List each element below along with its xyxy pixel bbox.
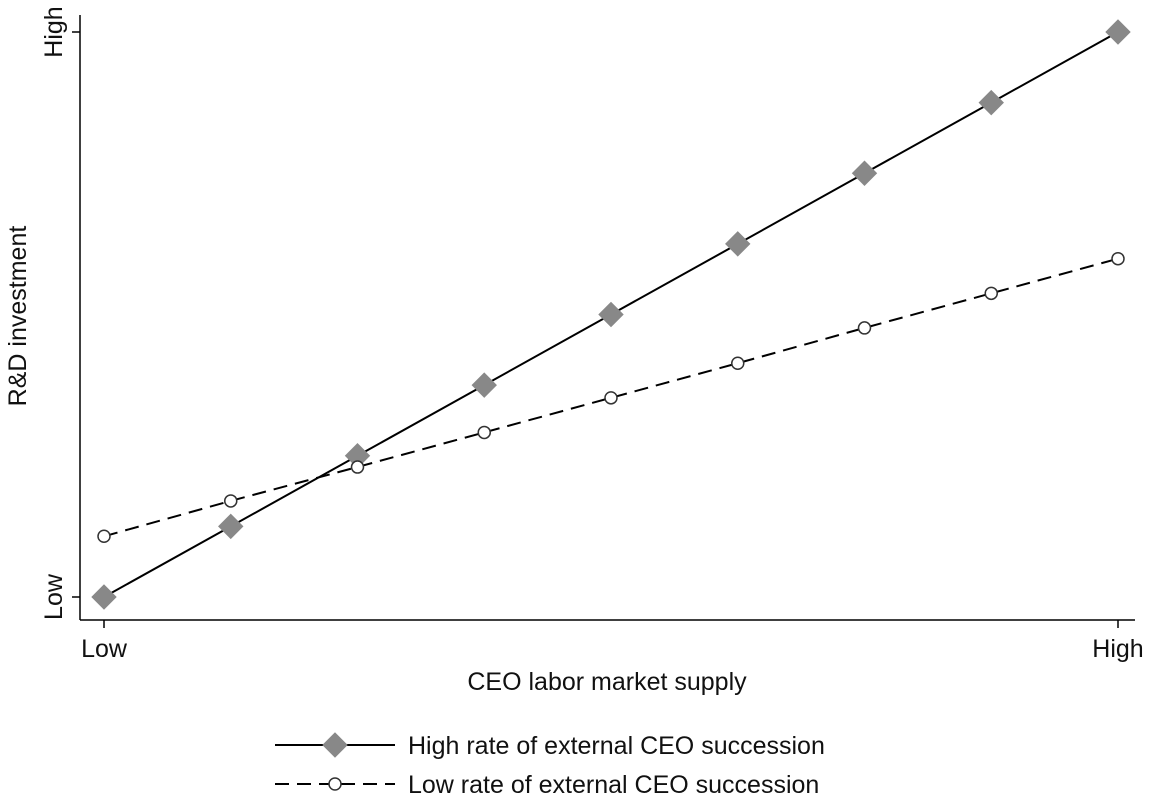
x-axis-title: CEO labor market supply (467, 668, 747, 696)
y-tick-label: High (40, 6, 68, 57)
data-point-high-rate (851, 160, 878, 186)
data-point-low-rate (984, 286, 998, 301)
legend: High rate of external CEO succession Low… (275, 732, 825, 799)
data-point-low-rate (350, 460, 365, 474)
x-tick-label: Low (81, 635, 128, 663)
legend-label-high-rate: High rate of external CEO succession (408, 732, 825, 760)
data-point-high-rate (91, 584, 117, 610)
data-point-low-rate (477, 425, 491, 440)
legend-label-low-rate: Low rate of external CEO succession (408, 771, 819, 799)
data-point-high-rate (218, 513, 244, 540)
data-point-high-rate (1105, 19, 1131, 45)
data-point-low-rate (224, 494, 238, 508)
legend-entry-low-rate: Low rate of external CEO succession (275, 771, 819, 799)
series-markers (91, 19, 1131, 610)
data-point-low-rate (731, 356, 745, 370)
y-tick-label: Low (40, 573, 68, 620)
axis-ticks: Low High Low High (40, 6, 1144, 663)
y-axis-title: R&D investment (4, 226, 32, 407)
data-point-low-rate (604, 391, 618, 405)
data-point-high-rate (598, 301, 624, 328)
legend-entry-high-rate: High rate of external CEO succession (275, 732, 825, 760)
legend-marker-high-rate (322, 732, 348, 758)
data-point-low-rate (1111, 251, 1125, 266)
data-point-high-rate (978, 89, 1004, 116)
legend-marker-low-rate (328, 777, 342, 791)
data-point-high-rate (725, 231, 751, 257)
data-point-high-rate (471, 372, 497, 398)
data-point-low-rate (97, 529, 111, 544)
x-tick-label: High (1092, 635, 1143, 663)
data-point-low-rate (857, 321, 872, 335)
